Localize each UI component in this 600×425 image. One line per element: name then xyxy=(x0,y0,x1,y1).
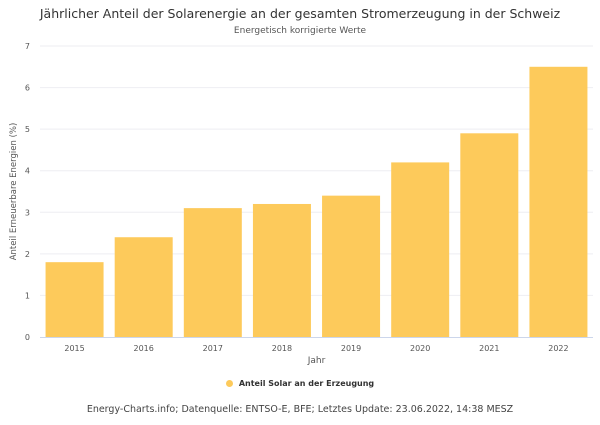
x-tick-label: 2020 xyxy=(410,344,430,353)
x-tick-label: 2017 xyxy=(203,344,223,353)
x-tick-label: 2018 xyxy=(272,344,292,353)
x-tick-label: 2015 xyxy=(64,344,84,353)
chart-title: Jährlicher Anteil der Solarenergie an de… xyxy=(39,6,561,21)
bar-2022[interactable] xyxy=(529,66,588,338)
y-tick-label: 3 xyxy=(25,208,30,217)
legend-label: Anteil Solar an der Erzeugung xyxy=(238,379,375,388)
bar-2021[interactable] xyxy=(460,133,519,337)
x-tick-label: 2021 xyxy=(479,344,499,353)
y-tick-label: 1 xyxy=(25,291,30,300)
y-tick-label: 0 xyxy=(25,333,30,342)
x-tick-label: 2016 xyxy=(134,344,154,353)
y-tick-label: 7 xyxy=(25,42,30,51)
credits: Energy-Charts.info; Datenquelle: ENTSO-E… xyxy=(86,404,514,415)
y-tick-label: 5 xyxy=(25,125,30,134)
bar-2017[interactable] xyxy=(183,208,242,337)
y-tick-label: 4 xyxy=(25,167,30,176)
bar-2019[interactable] xyxy=(322,195,381,337)
bar-2018[interactable] xyxy=(252,203,311,337)
x-axis-title: Jahr xyxy=(307,356,326,366)
bar-2016[interactable] xyxy=(114,237,173,337)
x-tick-label: 2019 xyxy=(341,344,361,353)
x-tick-label: 2022 xyxy=(548,344,568,353)
legend-marker-icon xyxy=(225,380,233,387)
chart-subtitle: Energetisch korrigierte Werte xyxy=(233,26,367,36)
bar-2015[interactable] xyxy=(45,262,104,337)
bar-2020[interactable] xyxy=(391,162,450,337)
y-axis-title: Anteil Erneuerbare Energien (%) xyxy=(9,123,19,261)
y-tick-label: 2 xyxy=(25,250,30,259)
legend-item[interactable]: Anteil Solar an der Erzeugung xyxy=(0,379,600,388)
y-tick-label: 6 xyxy=(25,84,30,93)
